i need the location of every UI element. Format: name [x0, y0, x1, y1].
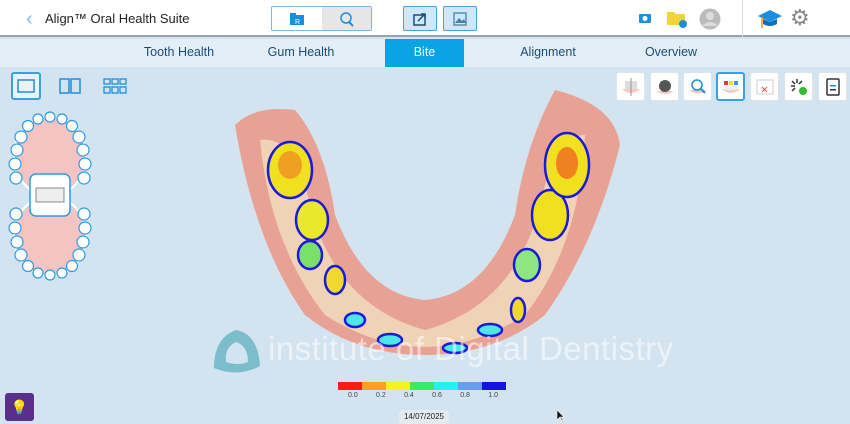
legend-swatch: [386, 382, 410, 390]
learning-button[interactable]: [757, 8, 783, 35]
legend-tick: 0.8: [460, 392, 470, 399]
report-tool[interactable]: [818, 72, 847, 101]
multi-view-button[interactable]: [100, 72, 130, 100]
magnifier-icon: [688, 78, 707, 94]
settings-gear-icon[interactable]: ⚙: [790, 5, 810, 30]
svg-text:R: R: [295, 19, 300, 26]
back-button[interactable]: ‹: [26, 8, 33, 30]
tab-bite[interactable]: Bite: [385, 39, 464, 67]
folder-icon: R: [289, 12, 304, 26]
clipboard-icon: [825, 77, 840, 96]
watermark-logo: [214, 330, 260, 373]
occlusion-tool[interactable]: [616, 72, 645, 101]
dual-view-button[interactable]: [55, 72, 85, 100]
teeth-compare-icon: [756, 79, 773, 94]
share-icon: [413, 12, 426, 26]
lightbulb-icon: 💡: [10, 398, 29, 415]
folder-camera-button[interactable]: [666, 9, 688, 34]
bite-map-tool[interactable]: [716, 72, 745, 101]
scan-date[interactable]: 14/07/2025: [399, 410, 449, 424]
processing-tool[interactable]: [784, 72, 813, 101]
tab-alignment[interactable]: Alignment: [520, 45, 576, 59]
loading-check-icon: [790, 78, 807, 95]
tooth-view-tool[interactable]: [650, 72, 679, 101]
single-pane-icon: [17, 79, 35, 93]
camera-icon: [639, 14, 651, 23]
avatar[interactable]: [699, 8, 721, 35]
grid-pane-icon: [103, 78, 127, 94]
patient-folder-button[interactable]: R: [272, 7, 322, 30]
legend-tick: 0.6: [432, 392, 442, 399]
divider: [742, 0, 743, 37]
teeth-section-icon: [621, 77, 640, 96]
two-pane-icon: [59, 78, 81, 94]
legend-tick: 1.0: [488, 392, 498, 399]
legend-tick: 0.4: [404, 392, 414, 399]
legend-tick: 0.2: [376, 392, 386, 399]
bite-heatmap-icon: [721, 80, 740, 93]
legend-swatch: [434, 382, 458, 390]
top-bar: ‹ Align™ Oral Health Suite R ⚙: [0, 0, 850, 37]
folder-icon: [667, 12, 687, 28]
watermark-text: institute of Digital Dentistry: [268, 330, 674, 367]
dental-arch-chart[interactable]: [4, 108, 96, 284]
tooth-camera-icon: [655, 79, 674, 94]
legend-swatch: [410, 382, 434, 390]
legend-swatch: [338, 382, 362, 390]
app-title: Align™ Oral Health Suite: [45, 11, 190, 26]
analysis-tabs: Tooth Health Gum Health Bite Alignment O…: [0, 39, 850, 67]
graduation-cap-icon: [758, 10, 782, 28]
legend-swatch: [482, 382, 506, 390]
zoom-tooth-tool[interactable]: [683, 72, 712, 101]
legend-tick: 0.0: [348, 392, 358, 399]
tips-button[interactable]: 💡: [5, 393, 34, 421]
screenshot-button[interactable]: [637, 10, 653, 31]
bite-contact-legend: [338, 382, 506, 390]
legend-swatch: [458, 382, 482, 390]
single-view-button[interactable]: [11, 72, 41, 100]
export-button[interactable]: [403, 6, 437, 31]
tab-overview[interactable]: Overview: [644, 45, 698, 59]
image-icon: [453, 11, 467, 26]
tab-gum-health[interactable]: Gum Health: [267, 45, 335, 59]
mouse-cursor-icon: [557, 410, 565, 422]
tab-tooth-health[interactable]: Tooth Health: [143, 45, 215, 59]
legend-ticks: 0.0 0.2 0.4 0.6 0.8 1.0: [348, 392, 498, 400]
legend-swatch: [362, 382, 386, 390]
snapshot-gallery-button[interactable]: [443, 6, 477, 31]
compare-scan-tool[interactable]: [750, 72, 779, 101]
magnifier-icon: [340, 11, 354, 27]
scan-review-button[interactable]: [321, 7, 371, 30]
view-mode-toggle: R: [271, 6, 372, 31]
3d-bite-model[interactable]: [215, 85, 635, 360]
